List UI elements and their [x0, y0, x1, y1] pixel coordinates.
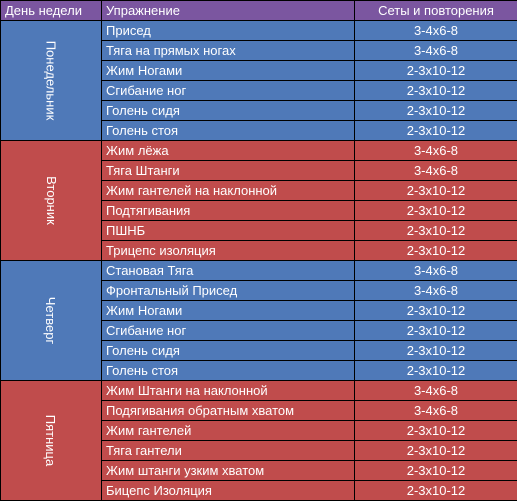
table-row: Голень стоя 2-3x10-12 — [0, 120, 517, 141]
table-row: Жим гантелей на наклонной 2-3x10-12 — [0, 180, 517, 201]
table-row: Сгибание ног 2-3x10-12 — [0, 320, 517, 341]
sets-cell: 3-4x6-8 — [354, 400, 517, 421]
sets-cell: 3-4x6-8 — [354, 160, 517, 181]
table-row: Четверг Становая Тяга 3-4x6-8 — [0, 260, 517, 381]
table-row: Жим Ногами 2-3x10-12 — [0, 60, 517, 81]
day-cell: Пятница — [0, 380, 102, 501]
header-day: День недели — [0, 0, 102, 21]
sets-cell: 2-3x10-12 — [354, 360, 517, 381]
exercise-cell: Тяга на прямых ногах — [101, 40, 355, 61]
sets-cell: 2-3x10-12 — [354, 60, 517, 81]
sets-cell: 2-3x10-12 — [354, 200, 517, 221]
sets-cell: 2-3x10-12 — [354, 440, 517, 461]
sets-cell: 2-3x10-12 — [354, 240, 517, 261]
exercise-cell: Трицепс изоляция — [101, 240, 355, 261]
table-row: Голень сидя 2-3x10-12 — [0, 340, 517, 361]
exercise-cell: Сгибание ног — [101, 320, 355, 341]
day-cell: Понедельник — [0, 20, 102, 141]
sets-cell: 2-3x10-12 — [354, 480, 517, 501]
header-sets: Сеты и повторения — [354, 0, 517, 21]
exercise-cell: Присед — [101, 20, 355, 41]
sets-cell: 2-3x10-12 — [354, 80, 517, 101]
table-row: Тяга Штанги 3-4x6-8 — [0, 160, 517, 181]
sets-cell: 2-3x10-12 — [354, 420, 517, 441]
table-row: Тяга на прямых ногах 3-4x6-8 — [0, 40, 517, 61]
exercise-cell: Голень сидя — [101, 100, 355, 121]
sets-cell: 3-4x6-8 — [354, 280, 517, 301]
exercise-cell: Сгибание ног — [101, 80, 355, 101]
table-row: Жим штанги узким хватом 2-3x10-12 — [0, 460, 517, 481]
sets-cell: 3-4x6-8 — [354, 260, 517, 281]
exercise-cell: Подтягивания — [101, 200, 355, 221]
exercise-cell: ПШНБ — [101, 220, 355, 241]
day-label: Пятница — [43, 414, 59, 467]
table-row: Жим гантелей 2-3x10-12 — [0, 420, 517, 441]
table-row: Трицепс изоляция 2-3x10-12 — [0, 240, 517, 261]
table-row: Бицепс Изоляция 2-3x10-12 — [0, 480, 517, 501]
exercise-cell: Жим Ногами — [101, 60, 355, 81]
sets-cell: 2-3x10-12 — [354, 340, 517, 361]
exercise-cell: Подягивания обратным хватом — [101, 400, 355, 421]
header-exercise: Упражнение — [101, 0, 355, 21]
exercise-cell: Жим Штанги на наклонной — [101, 380, 355, 401]
table-row: Пятница Жим Штанги на наклонной 3-4x6-8 — [0, 380, 517, 501]
table-row: Фронтальный Присед 3-4x6-8 — [0, 280, 517, 301]
table-row: Понедельник Присед 3-4x6-8 — [0, 20, 517, 141]
header-row: День недели Упражнение Сеты и повторения — [0, 0, 517, 21]
exercise-cell: Голень сидя — [101, 340, 355, 361]
exercise-cell: Бицепс Изоляция — [101, 480, 355, 501]
sets-cell: 3-4x6-8 — [354, 140, 517, 161]
sets-cell: 3-4x6-8 — [354, 380, 517, 401]
exercise-cell: Тяга гантели — [101, 440, 355, 461]
sets-cell: 2-3x10-12 — [354, 320, 517, 341]
table-row: Вторник Жим лёжа 3-4x6-8 — [0, 140, 517, 261]
sets-cell: 2-3x10-12 — [354, 460, 517, 481]
day-label: Вторник — [43, 176, 59, 225]
exercise-cell: Жим лёжа — [101, 140, 355, 161]
exercise-cell: Жим гантелей на наклонной — [101, 180, 355, 201]
sets-cell: 3-4x6-8 — [354, 40, 517, 61]
exercise-cell: Фронтальный Присед — [101, 280, 355, 301]
table-row: Подягивания обратным хватом 3-4x6-8 — [0, 400, 517, 421]
day-label: Понедельник — [43, 40, 59, 121]
day-cell: Четверг — [0, 260, 102, 381]
day-cell: Вторник — [0, 140, 102, 261]
sets-cell: 2-3x10-12 — [354, 120, 517, 141]
table-row: Жим Ногами 2-3x10-12 — [0, 300, 517, 321]
exercise-cell: Голень стоя — [101, 120, 355, 141]
table-row: ПШНБ 2-3x10-12 — [0, 220, 517, 241]
exercise-cell: Становая Тяга — [101, 260, 355, 281]
day-label: Четверг — [43, 296, 59, 345]
sets-cell: 2-3x10-12 — [354, 300, 517, 321]
exercise-cell: Жим гантелей — [101, 420, 355, 441]
exercise-cell: Голень стоя — [101, 360, 355, 381]
table-row: Голень сидя 2-3x10-12 — [0, 100, 517, 121]
table-row: Подтягивания 2-3x10-12 — [0, 200, 517, 221]
sets-cell: 3-4x6-8 — [354, 20, 517, 41]
exercise-cell: Тяга Штанги — [101, 160, 355, 181]
exercise-cell: Жим штанги узким хватом — [101, 460, 355, 481]
sets-cell: 2-3x10-12 — [354, 100, 517, 121]
sets-cell: 2-3x10-12 — [354, 220, 517, 241]
exercise-cell: Жим Ногами — [101, 300, 355, 321]
sets-cell: 2-3x10-12 — [354, 180, 517, 201]
table-row: Сгибание ног 2-3x10-12 — [0, 80, 517, 101]
